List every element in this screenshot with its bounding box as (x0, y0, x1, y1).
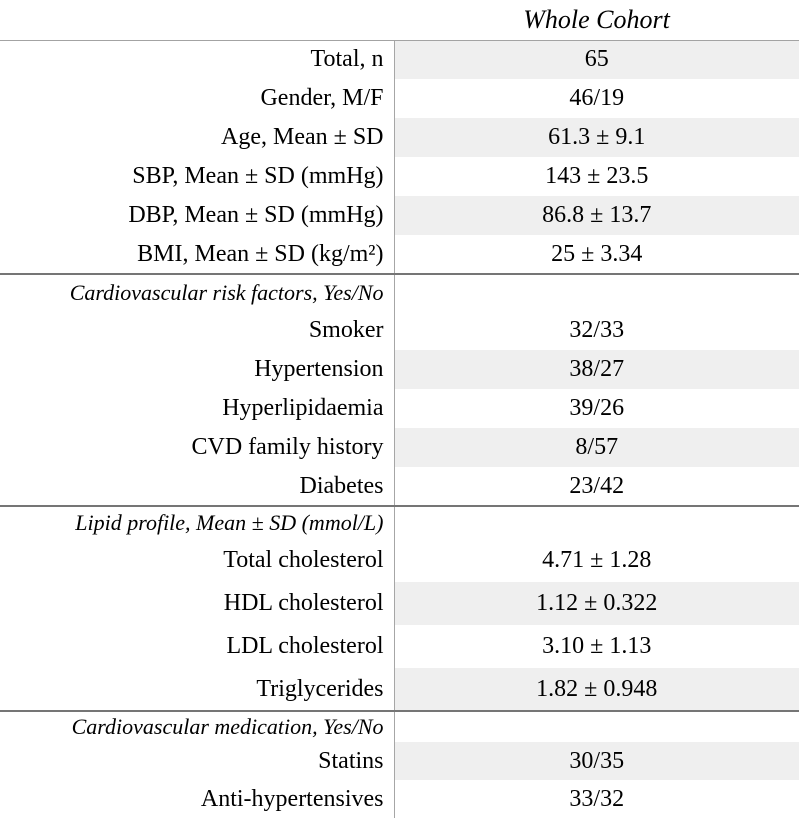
row-value: 1.12 ± 0.322 (393, 582, 799, 625)
row-value: 38/27 (393, 350, 799, 389)
table-row: Diabetes 23/42 (0, 467, 799, 507)
row-label: Anti-hypertensives (200, 785, 384, 812)
row-value: 32/33 (393, 311, 799, 350)
row-value: 46/19 (393, 79, 799, 118)
section-header: Cardiovascular risk factors, Yes/No (69, 280, 384, 305)
row-label: Gender, M/F (260, 85, 384, 111)
row-value: 30/35 (393, 742, 799, 780)
section-header: Cardiovascular medication, Yes/No (71, 714, 384, 739)
row-value: 23/42 (393, 467, 799, 507)
row-label: BMI, Mean ± SD (kg/m²) (0, 235, 394, 275)
row-label: DBP, Mean ± SD (mmHg) (128, 202, 384, 228)
row-label: Hyperlipidaemia (222, 395, 384, 421)
row-value: 25 ± 3.34 (393, 235, 799, 275)
cohort-table: Whole Cohort Total, n 65 Gender, M/F 46/… (0, 0, 799, 818)
row-label: Statins (318, 747, 384, 774)
row-value: 1.82 ± 0.948 (393, 668, 799, 712)
row-label: HDL cholesterol (223, 590, 384, 616)
table-row: Statins 30/35 (0, 742, 799, 780)
row-value-empty (393, 711, 799, 742)
row-value: 3.10 ± 1.13 (393, 625, 799, 668)
row-value: 4.71 ± 1.28 (393, 539, 799, 582)
section-header-row: Cardiovascular medication, Yes/No (0, 711, 799, 742)
table-row: BMI, Mean ± SD (kg/m²) 25 ± 3.34 (0, 235, 799, 275)
row-label: Smoker (308, 317, 384, 343)
table-row: Total, n 65 (0, 40, 799, 79)
row-label: Diabetes (0, 467, 394, 507)
column-header-row: Whole Cohort (0, 0, 799, 41)
row-value: 33/32 (393, 780, 799, 818)
table-row: LDL cholesterol 3.10 ± 1.13 (0, 625, 799, 668)
table-row: Smoker 32/33 (0, 311, 799, 350)
row-value: 143 ± 23.5 (393, 157, 799, 196)
row-label: Hypertension (254, 356, 384, 382)
row-label: CVD family history (191, 434, 384, 460)
row-value-empty (393, 274, 799, 311)
table-row: DBP, Mean ± SD (mmHg) 86.8 ± 13.7 (0, 196, 799, 235)
table-row: Total cholesterol 4.71 ± 1.28 (0, 539, 799, 582)
row-label: Total cholesterol (223, 547, 384, 573)
table-row: Age, Mean ± SD 61.3 ± 9.1 (0, 118, 799, 157)
row-value: 8/57 (393, 428, 799, 467)
row-label: Age, Mean ± SD (221, 124, 384, 150)
table-row: Anti-hypertensives 33/32 (0, 780, 799, 818)
table-row: CVD family history 8/57 (0, 428, 799, 467)
section-header-row: Cardiovascular risk factors, Yes/No (0, 274, 799, 311)
table-row: HDL cholesterol 1.12 ± 0.322 (0, 582, 799, 625)
row-value: 86.8 ± 13.7 (393, 196, 799, 235)
table-row: SBP, Mean ± SD (mmHg) 143 ± 23.5 (0, 157, 799, 196)
row-value: 61.3 ± 9.1 (393, 118, 799, 157)
empty-corner-cell (0, 0, 394, 41)
row-label: Triglycerides (0, 668, 394, 712)
row-label: SBP, Mean ± SD (mmHg) (132, 163, 384, 189)
table-row: Hyperlipidaemia 39/26 (0, 389, 799, 428)
column-header-whole-cohort: Whole Cohort (394, 0, 799, 41)
row-value: 65 (393, 40, 799, 79)
row-value-empty (393, 506, 799, 539)
table-row: Triglycerides 1.82 ± 0.948 (0, 668, 799, 712)
row-value: 39/26 (393, 389, 799, 428)
section-header: Lipid profile, Mean ± SD (mmol/L) (75, 510, 384, 535)
table-row: Gender, M/F 46/19 (0, 79, 799, 118)
row-label: LDL cholesterol (226, 633, 384, 659)
row-label: Total, n (310, 46, 384, 73)
section-header-row: Lipid profile, Mean ± SD (mmol/L) (0, 506, 799, 539)
table-row: Hypertension 38/27 (0, 350, 799, 389)
